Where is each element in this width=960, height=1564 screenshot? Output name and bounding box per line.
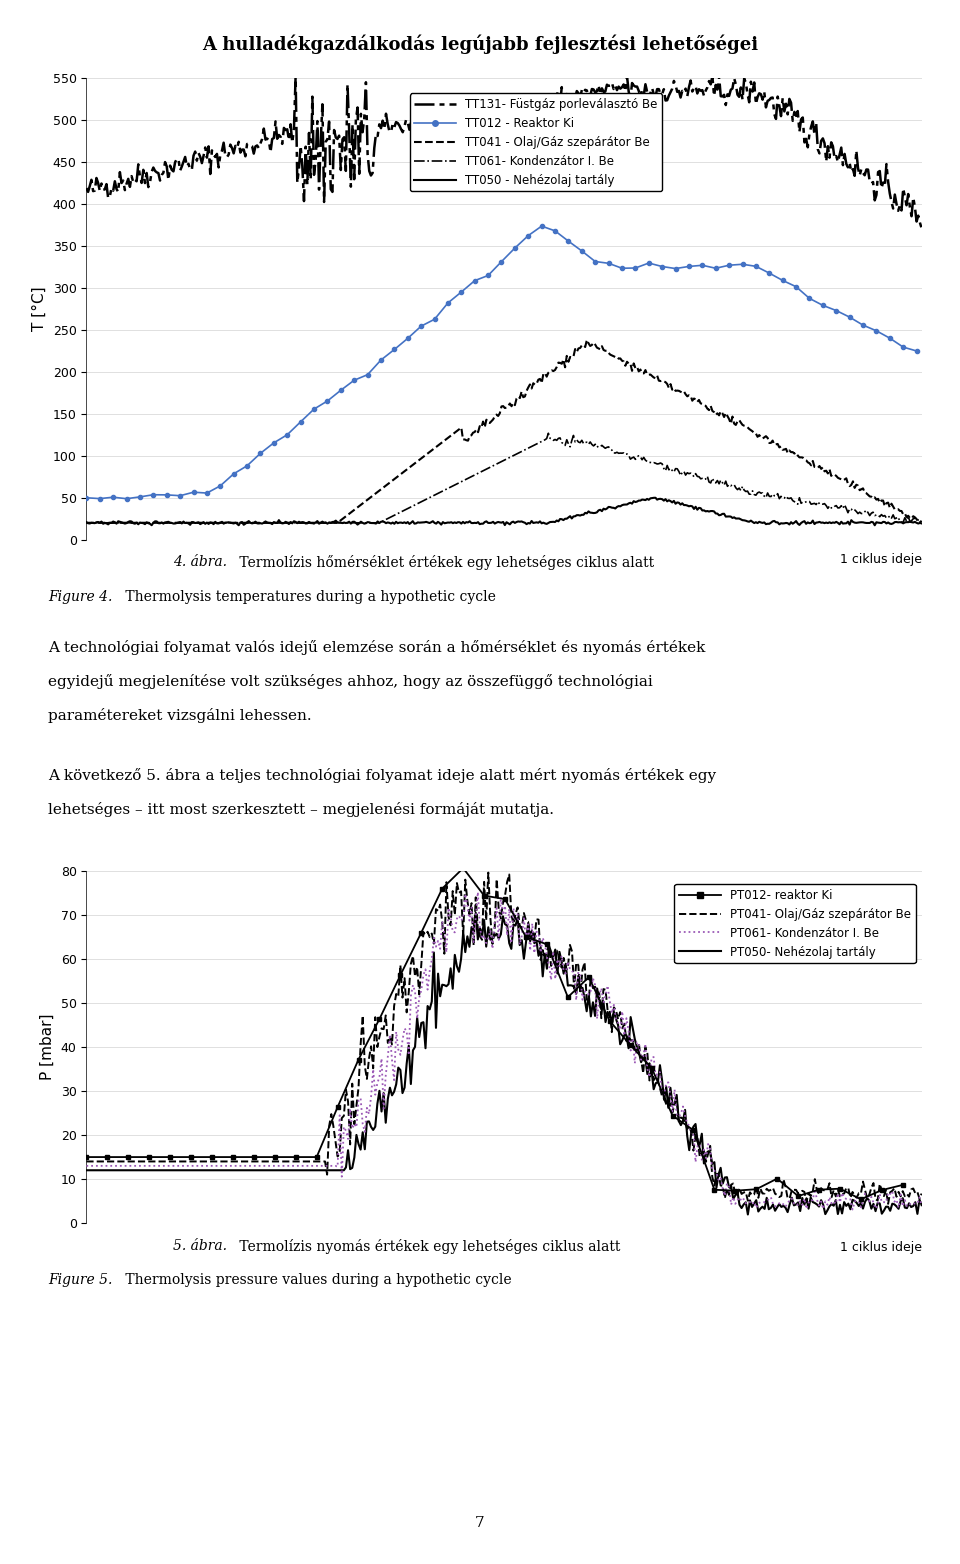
Text: Thermolysis pressure values during a hypothetic cycle: Thermolysis pressure values during a hyp… bbox=[121, 1273, 512, 1287]
Text: A következő 5. ábra a teljes technológiai folyamat ideje alatt mért nyomás érték: A következő 5. ábra a teljes technológia… bbox=[48, 768, 716, 784]
Text: Termolízis nyomás értékek egy lehetséges ciklus alatt: Termolízis nyomás értékek egy lehetséges… bbox=[235, 1239, 620, 1254]
Text: 4. ábra.: 4. ábra. bbox=[173, 555, 227, 569]
Text: Thermolysis temperatures during a hypothetic cycle: Thermolysis temperatures during a hypoth… bbox=[121, 590, 495, 604]
Text: 1 ciklus ideje: 1 ciklus ideje bbox=[840, 1240, 922, 1254]
Text: lehetséges – itt most szerkesztett – megjelenési formáját mutatja.: lehetséges – itt most szerkesztett – meg… bbox=[48, 802, 554, 818]
Text: 1 ciklus ideje: 1 ciklus ideje bbox=[840, 554, 922, 566]
Text: Figure 5.: Figure 5. bbox=[48, 1273, 112, 1287]
Y-axis label: P [mbar]: P [mbar] bbox=[40, 1013, 55, 1081]
Text: Figure 4.: Figure 4. bbox=[48, 590, 112, 604]
Text: A technológiai folyamat valós idejű elemzése során a hőmérséklet és nyomás érték: A technológiai folyamat valós idejű elem… bbox=[48, 640, 706, 655]
Text: paramétereket vizsgálni lehessen.: paramétereket vizsgálni lehessen. bbox=[48, 708, 312, 724]
Text: egyidejű megjelenítése volt szükséges ahhoz, hogy az összefüggő technológiai: egyidejű megjelenítése volt szükséges ah… bbox=[48, 674, 653, 690]
Text: Termolízis hőmérséklet értékek egy lehetséges ciklus alatt: Termolízis hőmérséklet értékek egy lehet… bbox=[235, 555, 655, 571]
Text: A hulladékgazdálkodás legújabb fejlesztési lehetőségei: A hulladékgazdálkodás legújabb fejleszté… bbox=[202, 34, 758, 53]
Text: 5. ábra.: 5. ábra. bbox=[173, 1239, 227, 1253]
Legend: PT012- reaktor Ki, PT041- Olaj/Gáz szepárátor Be, PT061- Kondenzátor I. Be, PT05: PT012- reaktor Ki, PT041- Olaj/Gáz szepá… bbox=[675, 884, 916, 963]
Y-axis label: T [°C]: T [°C] bbox=[32, 286, 47, 332]
Legend: TT131- Füstgáz porleválasztó Be, TT012 - Reaktor Ki, TT041 - Olaj/Gáz szepárátor: TT131- Füstgáz porleválasztó Be, TT012 -… bbox=[410, 94, 662, 191]
Text: 7: 7 bbox=[475, 1516, 485, 1530]
